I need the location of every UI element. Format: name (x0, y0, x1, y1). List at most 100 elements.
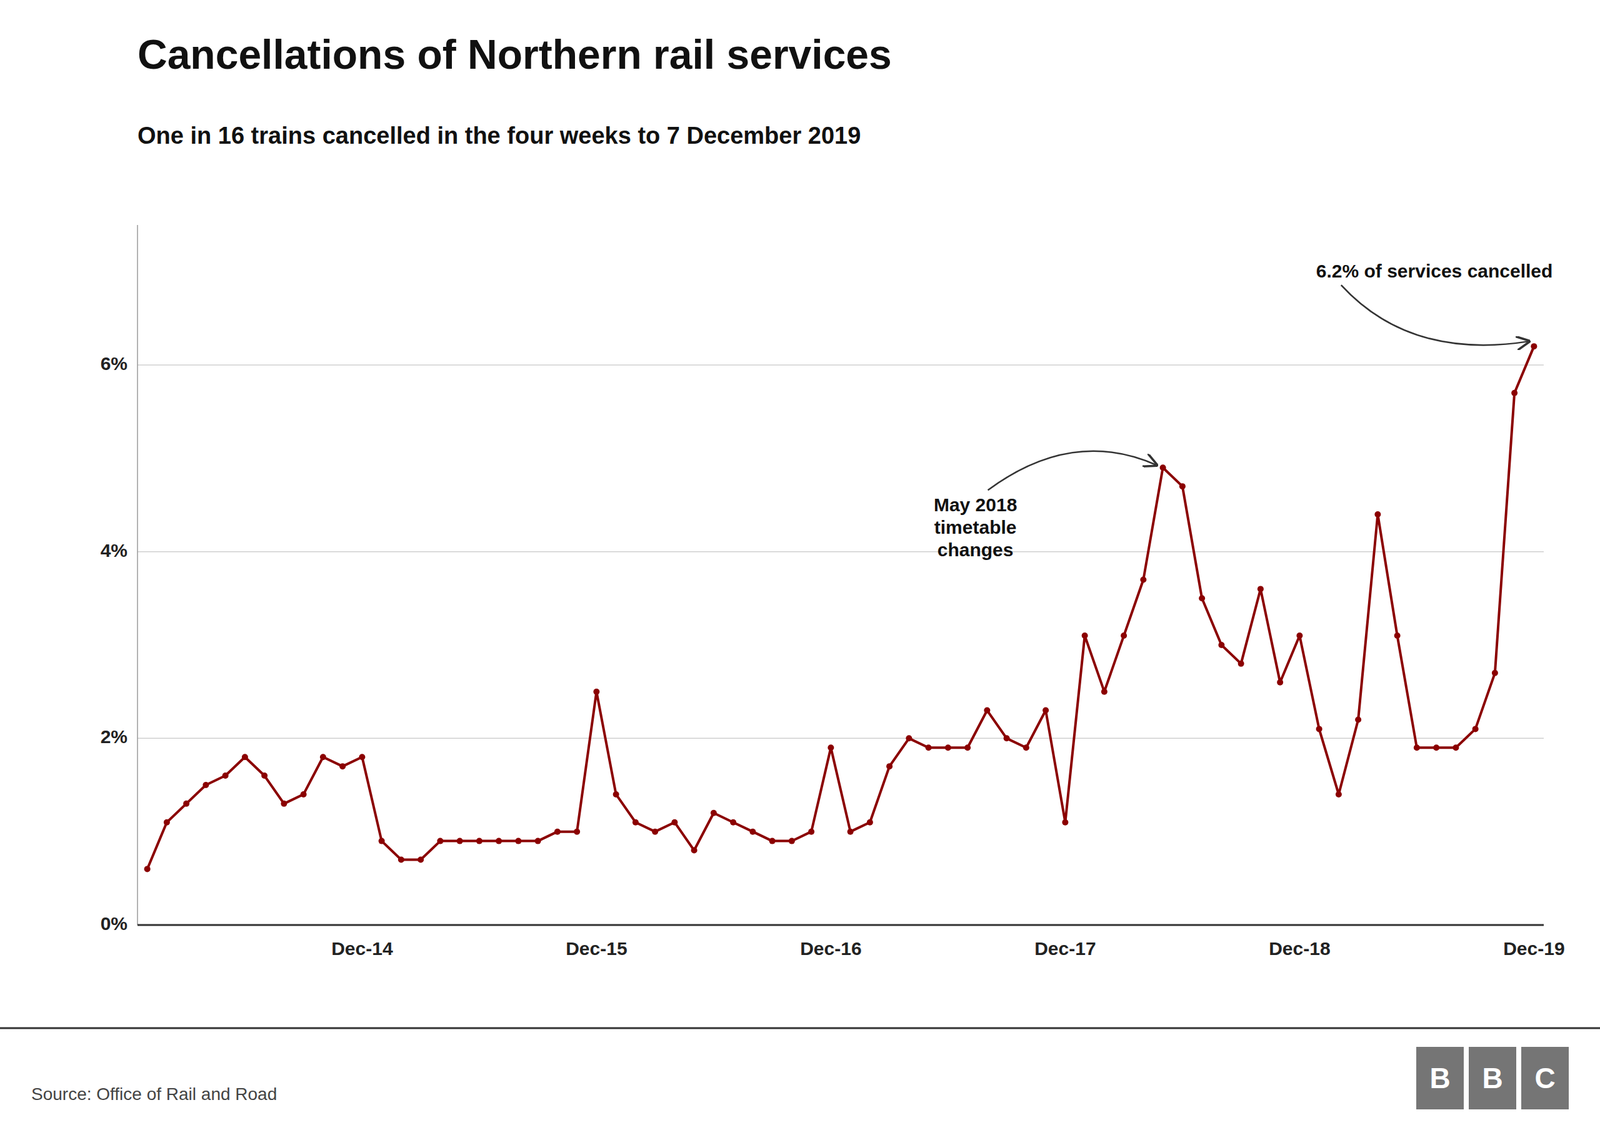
point (1061, 819, 1069, 826)
y-tick-label: 0% (100, 913, 128, 934)
annotation-text: 6.2% of services cancelled (1316, 260, 1554, 282)
annotation-arrow (988, 451, 1157, 491)
point (710, 810, 717, 817)
point (730, 819, 737, 826)
annotation-text: May 2018timetablechanges (933, 494, 1017, 560)
y-tick-label: 6% (100, 353, 128, 374)
point (788, 838, 795, 845)
point (1276, 679, 1284, 686)
point (241, 753, 249, 760)
point (866, 819, 874, 826)
point (671, 819, 678, 826)
source: Source: Office of Rail and Road (31, 1084, 277, 1104)
point (1042, 707, 1049, 714)
point (358, 753, 365, 760)
point (691, 847, 698, 854)
point (300, 791, 307, 798)
point (320, 753, 327, 760)
x-tick-label: Dec-17 (1034, 938, 1096, 959)
point (925, 744, 932, 751)
logo-box (1468, 1046, 1517, 1110)
x-tick-label: Dec-14 (331, 938, 394, 959)
point (436, 838, 444, 845)
point (847, 828, 854, 835)
point (261, 772, 268, 779)
x-axis-line (137, 924, 1544, 927)
point (495, 838, 502, 845)
point (1433, 744, 1440, 751)
point (1003, 735, 1010, 742)
annotation-arrow (1341, 285, 1530, 345)
point (1355, 716, 1362, 723)
point (945, 744, 952, 751)
point (1198, 595, 1205, 602)
point (144, 865, 151, 872)
point (983, 707, 990, 714)
annotation-line: changes (937, 539, 1014, 560)
subtitle: One in 16 trains cancelled in the four w… (137, 122, 861, 149)
point (222, 772, 229, 779)
x-tick-label: Dec-16 (800, 938, 862, 959)
annotation: 6.2% of services cancelled (1316, 260, 1554, 345)
point (1101, 688, 1108, 695)
point (1120, 632, 1127, 639)
point (535, 838, 542, 845)
point (651, 828, 659, 835)
point (1374, 511, 1381, 518)
point (1335, 791, 1342, 798)
separator (0, 1027, 1600, 1030)
y-axis-line (136, 225, 139, 925)
point (280, 800, 287, 807)
point (1023, 744, 1030, 751)
point (1530, 343, 1537, 350)
annotation-line: timetable (934, 516, 1017, 538)
point (573, 828, 580, 835)
point (456, 838, 464, 845)
title: Cancellations of Northern rail services (137, 31, 892, 78)
grid-line (137, 551, 1544, 553)
point (1218, 641, 1225, 649)
logo-letter: B (1481, 1061, 1503, 1095)
logo-letter: B (1429, 1061, 1450, 1095)
point (554, 828, 561, 835)
logo-box (1521, 1046, 1569, 1110)
logo-letter: C (1534, 1061, 1555, 1095)
point (1081, 632, 1089, 639)
logo-box (1416, 1046, 1464, 1110)
point (613, 791, 620, 798)
point (1160, 464, 1167, 471)
point (1452, 744, 1459, 751)
x-tick-label: Dec-19 (1503, 938, 1565, 959)
point (163, 819, 170, 826)
point (1511, 390, 1518, 397)
y-tick-label: 2% (100, 726, 128, 747)
point (417, 856, 424, 863)
point (202, 781, 209, 789)
point (1238, 660, 1245, 667)
x-tick-label: Dec-18 (1268, 938, 1330, 959)
grid-line (137, 738, 1544, 740)
point (1394, 632, 1401, 639)
point (749, 828, 756, 835)
annotation-line: May 2018 (933, 494, 1017, 515)
point (827, 744, 834, 751)
point (515, 838, 522, 845)
point (1179, 483, 1186, 490)
point (1257, 585, 1264, 592)
point (905, 735, 912, 742)
data-group (144, 343, 1538, 872)
y-tick-label: 4% (100, 540, 128, 561)
chart: Cancellations of Northern rail services O… (0, 0, 1600, 1125)
point (886, 763, 893, 770)
annotation: May 2018timetablechanges (933, 451, 1157, 561)
point (1296, 632, 1303, 639)
point (964, 744, 971, 751)
x-tick-label: Dec-15 (565, 938, 627, 959)
point (632, 819, 639, 826)
point (378, 838, 385, 845)
point (339, 763, 346, 770)
point (593, 688, 600, 695)
point (183, 800, 190, 807)
point (398, 856, 405, 863)
logo: BBC (1416, 1046, 1569, 1110)
